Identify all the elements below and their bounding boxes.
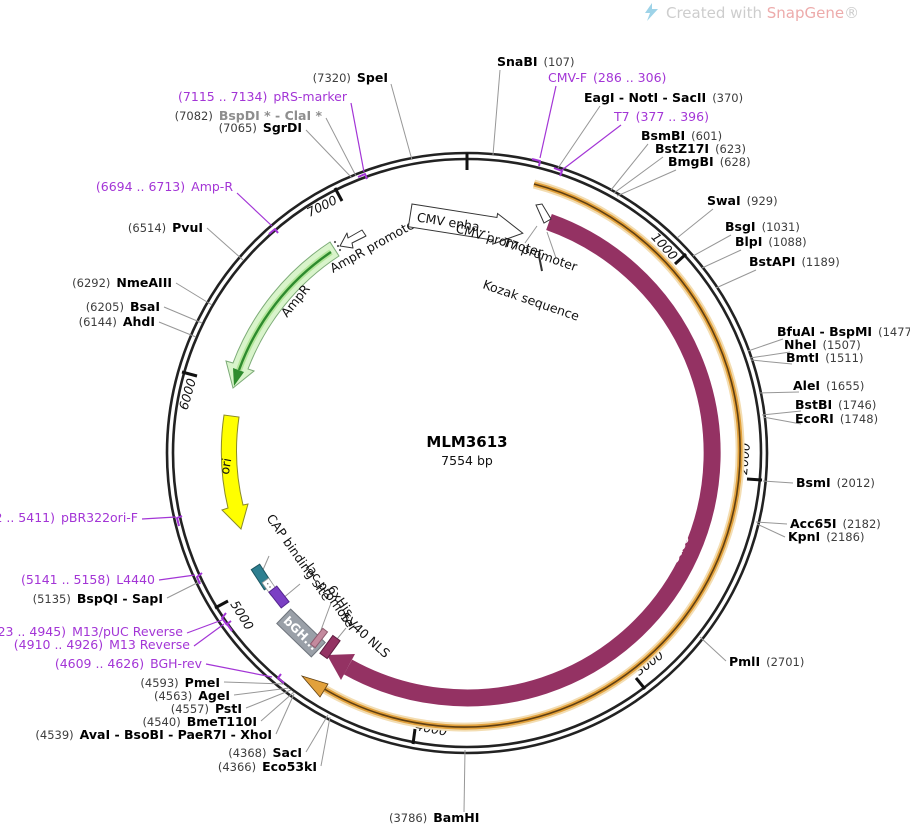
site-label-bsgi[interactable]: BsgI (1031) [725,219,800,234]
site-label-swai[interactable]: SwaI (929) [707,193,778,208]
primer-leaders [141,85,622,684]
orf-ring[interactable] [300,179,745,732]
site-label-psti[interactable]: (4557) PstI [171,701,242,716]
site-label-agei[interactable]: (4563) AgeI [154,688,230,703]
ampr-tail-dots [333,240,342,252]
site-label-pmli[interactable]: PmlI (2701) [729,654,804,669]
position-ticks [181,153,763,745]
site-label-ecori[interactable]: EcoRI (1748) [795,411,878,426]
small-features: bGH... CAP binding site lac promoter 6xH… [250,511,393,661]
site-labels: SnaBI (107) CMV-F (286 .. 306) EagI - NotI… [0,54,910,825]
site-label-saci[interactable]: (4368) SacI [228,745,302,760]
leader-lines [158,69,802,813]
kozak-tick [538,255,543,272]
kozak-label[interactable]: Kozak sequence [481,277,582,324]
site-label-bfuai-bspmi[interactable]: BfuAI - BspMI(1477) [777,324,910,339]
site-label-acc65i[interactable]: Acc65I (2182) [790,516,881,531]
site-label-snabi[interactable]: SnaBI (107) [497,54,574,69]
t7-promoter-arrow[interactable] [535,203,552,224]
plasmid-title-block: MLM3613 7554 bp [426,433,507,468]
site-label-m13-reverse[interactable]: (4910 .. 4926) M13 Reverse [14,637,190,652]
amp-r-primer-mark[interactable] [268,228,279,235]
site-label-eagi-noti-sacii[interactable]: EagI - NotI - SacII (370) [584,90,743,105]
t7-primer-mark[interactable] [553,167,563,177]
watermark-text: Created with SnapGene® [666,4,859,22]
site-label-bspqi-sapi[interactable]: (5135) BspQI - SapI [33,591,163,606]
site-label-bsai[interactable]: (6205) BsaI [86,299,160,314]
cas9-arrowhead[interactable] [327,654,355,680]
site-label-m13-puc-reverse[interactable]: (4923 .. 4945)M13/pUC Reverse [0,624,183,639]
site-label-nhei[interactable]: NheI (1507) [784,337,861,352]
site-label-ahdi[interactable]: (6144) AhdI [79,314,155,329]
site-label-bgh-rev[interactable]: (4609 .. 4626) BGH-rev [55,656,203,671]
site-label-blpi[interactable]: BlpI (1088) [735,234,807,249]
site-label-bstbi[interactable]: BstBI (1746) [795,397,876,412]
pbr322ori-f-primer-mark[interactable] [176,515,183,527]
ori-label[interactable]: ori [217,457,235,476]
site-label-bamhi[interactable]: (3786) BamHI [389,810,479,825]
site-label-bstapi[interactable]: BstAPI (1189) [749,254,840,269]
tick-6000: 6000 [176,377,199,412]
site-label-pbr322ori-f[interactable]: (5392 .. 5411)pBR322ori-F [0,510,138,525]
his6-box[interactable] [309,627,329,649]
lac-promoter-box[interactable] [268,585,290,609]
site-label-pvui[interactable]: (6514) PvuI [128,220,203,235]
site-label-eco53ki[interactable]: (4366) Eco53kI [218,759,317,774]
site-label-alei[interactable]: AleI (1655) [793,378,864,393]
site-label-bmgbi[interactable]: BmgBI (628) [668,154,751,169]
site-label-avai-bsobi-paer7i-xhoi[interactable]: (4539) AvaI - BsoBI - PaeR7I - XhoI [35,727,272,742]
site-label-amp-r[interactable]: (6694 .. 6713) Amp-R [96,179,233,194]
site-label-bmti[interactable]: BmtI (1511) [786,350,863,365]
site-label-cmv-f[interactable]: CMV-F (286 .. 306) [548,70,666,85]
site-label-kpni[interactable]: KpnI (2186) [788,529,864,544]
bgh-rev-primer-mark[interactable] [277,673,285,684]
site-label-bsmbi[interactable]: BsmBI (601) [641,128,722,143]
site-label-t7[interactable]: T7 (377 .. 396) [613,109,709,124]
plasmid-name: MLM3613 [426,433,507,451]
orf-arrowhead[interactable] [300,675,329,698]
plasmid-size: 7554 bp [441,453,493,468]
sv40-nls-label[interactable]: SV40 NLS [338,609,393,661]
m13-reverse-primer-mark[interactable] [226,620,233,632]
site-label-bsmi[interactable]: BsmI (2012) [796,475,875,490]
sv40-nls-box[interactable] [319,634,341,660]
watermark: Created with SnapGene® [645,3,859,22]
snapgene-logo-icon [645,3,658,21]
site-label-sgrdi[interactable]: (7065) SgrDI [219,120,302,135]
site-label-bmet110i[interactable]: (4540) BmeT110I [142,714,257,729]
site-label-bstz17i[interactable]: BstZ17I (623) [655,141,746,156]
site-label-nmeaiii[interactable]: (6292) NmeAIII [72,275,172,290]
ori-arrow[interactable]: ori [217,414,249,530]
site-label-bspdi-clai[interactable]: (7082) BspDI * - ClaI * [175,108,323,123]
t7-promoter-label[interactable]: T7 promoter [500,234,580,274]
site-label-prs-marker[interactable]: (7115 .. 7134) pRS-marker [178,89,348,104]
ampr-arrow[interactable]: AmpR [225,240,342,389]
site-label-spei[interactable]: (7320) SpeI [313,70,388,85]
ampr-core-arrowhead [233,368,244,386]
m13-puc-reverse-primer-mark[interactable] [221,612,228,626]
bgh-polya-box[interactable]: bGH... [276,608,326,658]
cmv-f-primer-mark[interactable] [531,158,541,167]
prs-marker-primer-mark[interactable] [357,173,368,180]
site-label-pmei[interactable]: (4593) PmeI [140,675,220,690]
ampr-promoter-arrow[interactable]: AmpR promoter [327,214,422,276]
site-label-l4440[interactable]: (5141 .. 5158) L4440 [21,572,155,587]
l4440-primer-mark[interactable] [196,572,203,585]
